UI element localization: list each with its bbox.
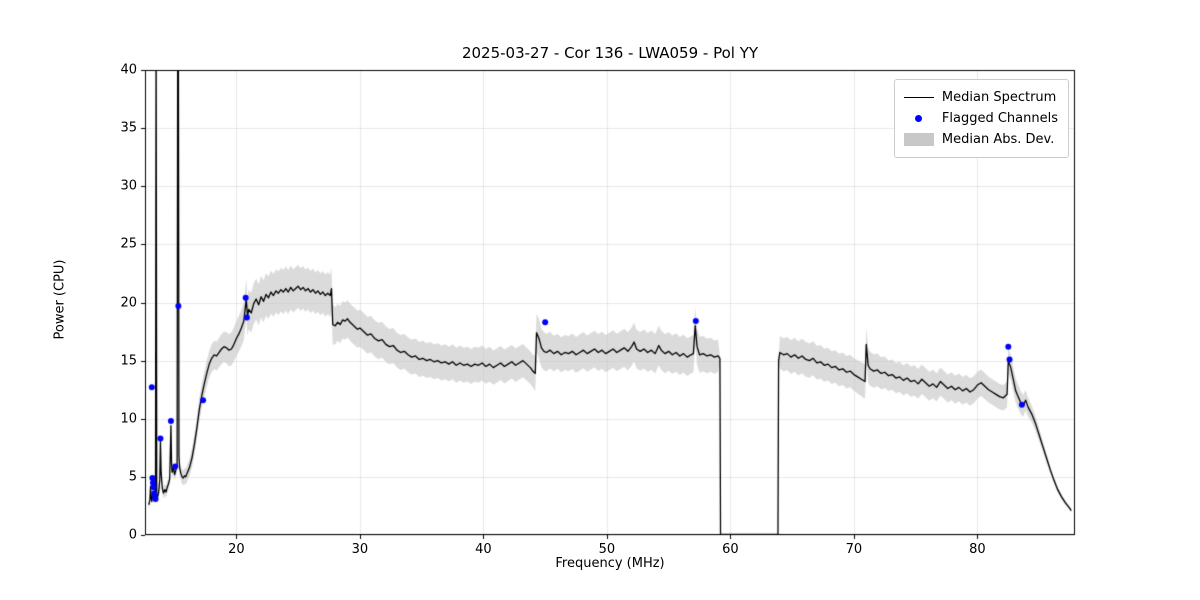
legend-item-flagged-channels: Flagged Channels bbox=[904, 108, 1058, 129]
legend-label: Flagged Channels bbox=[941, 111, 1058, 126]
median-line-swatch-icon bbox=[903, 97, 934, 98]
legend-label: Median Spectrum bbox=[941, 90, 1057, 105]
y-tick-label: 10 bbox=[120, 411, 137, 427]
x-tick-label: 80 bbox=[969, 542, 986, 557]
x-tick-label: 40 bbox=[475, 542, 492, 557]
y-tick-label: 25 bbox=[120, 236, 137, 252]
legend-item-median-spectrum: Median Spectrum bbox=[903, 87, 1058, 108]
y-tick-label: 30 bbox=[120, 178, 137, 194]
chart-title: 2025-03-27 - Cor 136 - LWA059 - Pol YY bbox=[461, 44, 759, 62]
y-tick-label: 20 bbox=[120, 295, 137, 310]
x-tick-label: 20 bbox=[228, 542, 245, 557]
y-tick-label: 5 bbox=[128, 469, 137, 485]
y-axis-label: Power (CPU) bbox=[52, 259, 68, 340]
x-axis-label: Frequency (MHz) bbox=[555, 556, 665, 571]
x-tick-label: 70 bbox=[845, 542, 863, 557]
mad-patch-swatch-icon bbox=[903, 133, 934, 146]
x-tick-label: 30 bbox=[351, 542, 369, 557]
flagged-marker-swatch-icon bbox=[904, 115, 934, 122]
y-tick-label: 35 bbox=[120, 120, 137, 136]
y-tick-label: 15 bbox=[120, 353, 137, 369]
legend-item-mad-band: Median Abs. Dev. bbox=[903, 129, 1058, 150]
x-tick-label: 60 bbox=[722, 542, 739, 557]
y-tick-label: 40 bbox=[120, 62, 137, 78]
legend-label: Median Abs. Dev. bbox=[941, 132, 1055, 147]
y-tick-label: 0 bbox=[128, 527, 137, 543]
x-tick-label: 50 bbox=[598, 542, 616, 557]
legend: Median Spectrum Flagged Channels Median … bbox=[893, 79, 1069, 158]
